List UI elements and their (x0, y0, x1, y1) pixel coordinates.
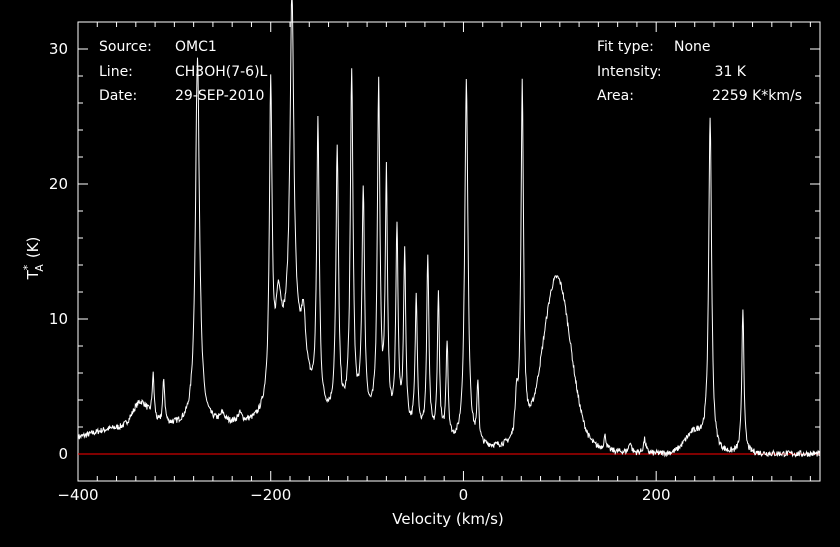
y-axis-label-sup: * (21, 264, 34, 270)
plot-frame (77, 21, 821, 482)
x-tick-label: 200 (642, 486, 671, 504)
y-tick-label: 0 (58, 445, 68, 463)
info-line-label: Line: (99, 64, 133, 80)
info-area-value: 2259 K*km/s (712, 88, 802, 104)
y-axis-label-main: T (24, 269, 42, 280)
y-tick-label: 20 (49, 175, 68, 193)
info-date-label: Date: (99, 88, 137, 104)
info-source-value: OMC1 (175, 39, 217, 55)
info-date-value: 29-SEP-2010 (175, 88, 264, 104)
y-tick-label: 10 (49, 310, 68, 328)
y-axis-label-unit: (K) (24, 237, 42, 259)
spectrum-line (77, 0, 821, 458)
info-area-label: Area: (597, 88, 634, 104)
info-intensity-label: Intensity: (597, 64, 662, 80)
info-intensity-value: 31 K (715, 64, 747, 80)
info-line-value: CH3OH(7-6)L (175, 64, 268, 80)
info-fit-label: Fit type: (597, 39, 654, 55)
x-tick-label: −400 (57, 486, 98, 504)
info-fit-value: None (674, 39, 711, 55)
x-axis-label: Velocity (km/s) (392, 510, 503, 528)
x-tick-label: 0 (459, 486, 469, 504)
x-tick-label: −200 (250, 486, 291, 504)
y-tick-label: 30 (49, 40, 68, 58)
y-axis-label: T*A (K) (21, 237, 46, 281)
plot-marks: −400 −200 0 200 0 10 20 30 (49, 0, 821, 504)
y-axis-label-sub: A (33, 264, 46, 272)
info-panel-right: Fit type: None Intensity: 31 K Area: 225… (597, 39, 802, 104)
info-source-label: Source: (99, 39, 152, 55)
